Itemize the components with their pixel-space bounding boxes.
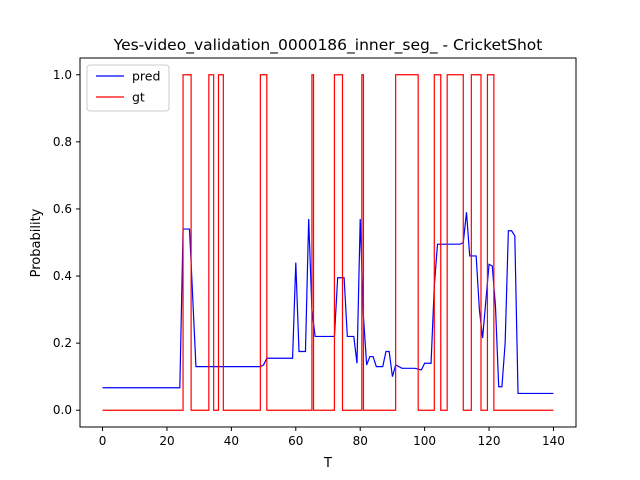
x-tick-label: 60 [288, 434, 303, 448]
chart-title: Yes-video_validation_0000186_inner_seg_ … [113, 36, 543, 55]
legend: pred gt [86, 64, 170, 112]
x-axis-label: T [323, 456, 332, 471]
y-tick-label: 0.4 [53, 269, 72, 283]
x-tick-label: 20 [159, 434, 174, 448]
series-layer [102, 74, 554, 411]
x-axis: 0 20 40 60 80 100 120 140 [99, 427, 565, 448]
x-tick-label: 80 [353, 434, 368, 448]
series-line-pred [102, 212, 554, 395]
legend-label-gt: gt [132, 90, 145, 105]
x-tick-label: 140 [542, 434, 565, 448]
plot-frame [79, 57, 577, 428]
y-tick-label: 0.2 [53, 336, 72, 350]
y-tick-label: 0.8 [53, 135, 72, 149]
y-tick-label: 0.0 [53, 403, 72, 417]
legend-label-pred: pred [132, 69, 160, 84]
x-tick-label: 120 [478, 434, 501, 448]
series-line-gt [102, 74, 554, 411]
y-tick-label: 1.0 [53, 68, 72, 82]
x-tick-label: 100 [413, 434, 436, 448]
x-tick-label: 0 [99, 434, 107, 448]
y-tick-label: 0.6 [53, 202, 72, 216]
y-axis: 0.0 0.2 0.4 0.6 0.8 1.0 [53, 68, 80, 417]
x-tick-label: 40 [224, 434, 239, 448]
y-axis-label: Probability [29, 208, 44, 277]
